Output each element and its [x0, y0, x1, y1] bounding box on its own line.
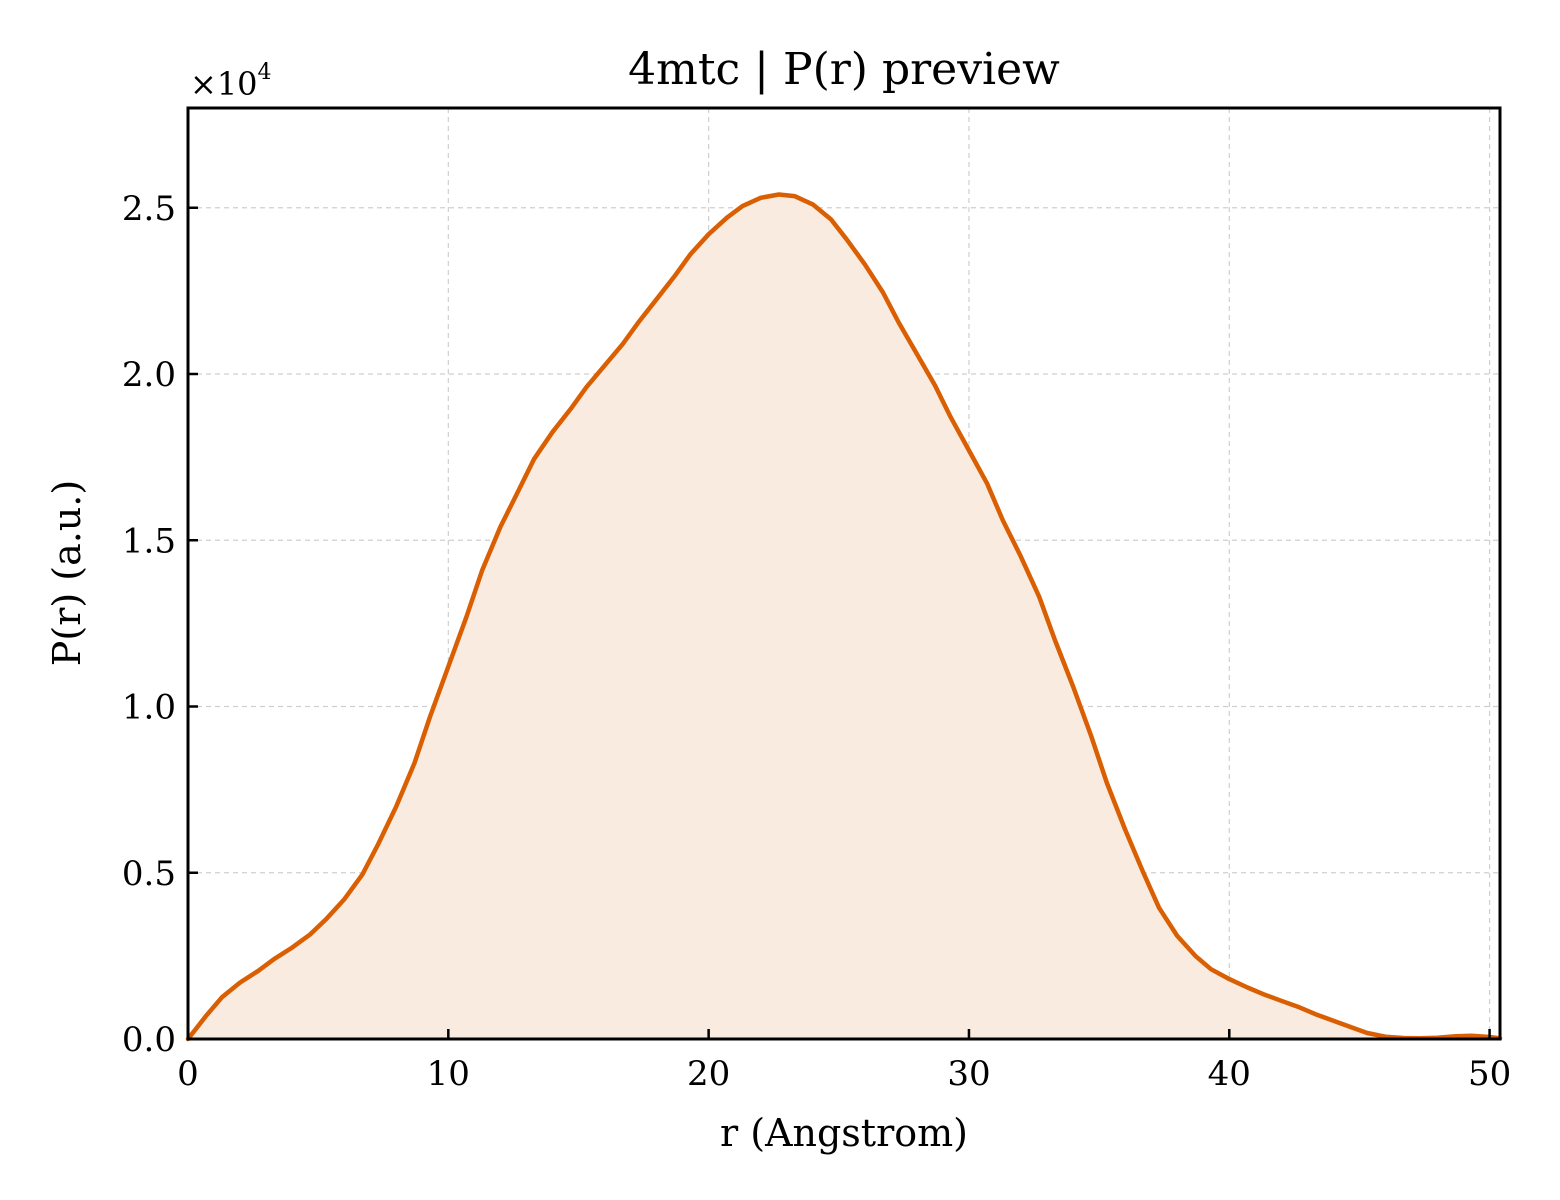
y-tick-label: 1.5	[122, 521, 176, 561]
x-tick-label: 50	[1468, 1054, 1511, 1094]
area-fill	[188, 194, 1500, 1039]
chart-title: 4mtc | P(r) preview	[628, 44, 1060, 95]
x-tick-label: 40	[1208, 1054, 1251, 1094]
y-scale-multiplier-exponent: 4	[258, 60, 272, 85]
y-tick-label: 2.5	[122, 189, 176, 229]
x-axis-label: r (Angstrom)	[720, 1111, 968, 1155]
plot-frame	[186, 106, 1502, 1041]
y-tick-label: 2.0	[122, 355, 176, 395]
y-axis-label: P(r) (a.u.)	[45, 480, 89, 666]
y-tick-label: 1.0	[122, 688, 176, 728]
x-tick-label: 20	[687, 1054, 730, 1094]
series-line	[185, 192, 1503, 1042]
axis-ticks	[186, 206, 1491, 1041]
y-scale-multiplier: ×104	[190, 60, 272, 103]
y-tick-label: 0.5	[122, 854, 176, 894]
y-scale-multiplier-base: ×10	[190, 65, 258, 103]
x-tick-label: 10	[427, 1054, 470, 1094]
x-tick-label: 0	[177, 1054, 199, 1094]
x-tick-label: 30	[947, 1054, 990, 1094]
y-tick-label: 0.0	[122, 1020, 176, 1060]
